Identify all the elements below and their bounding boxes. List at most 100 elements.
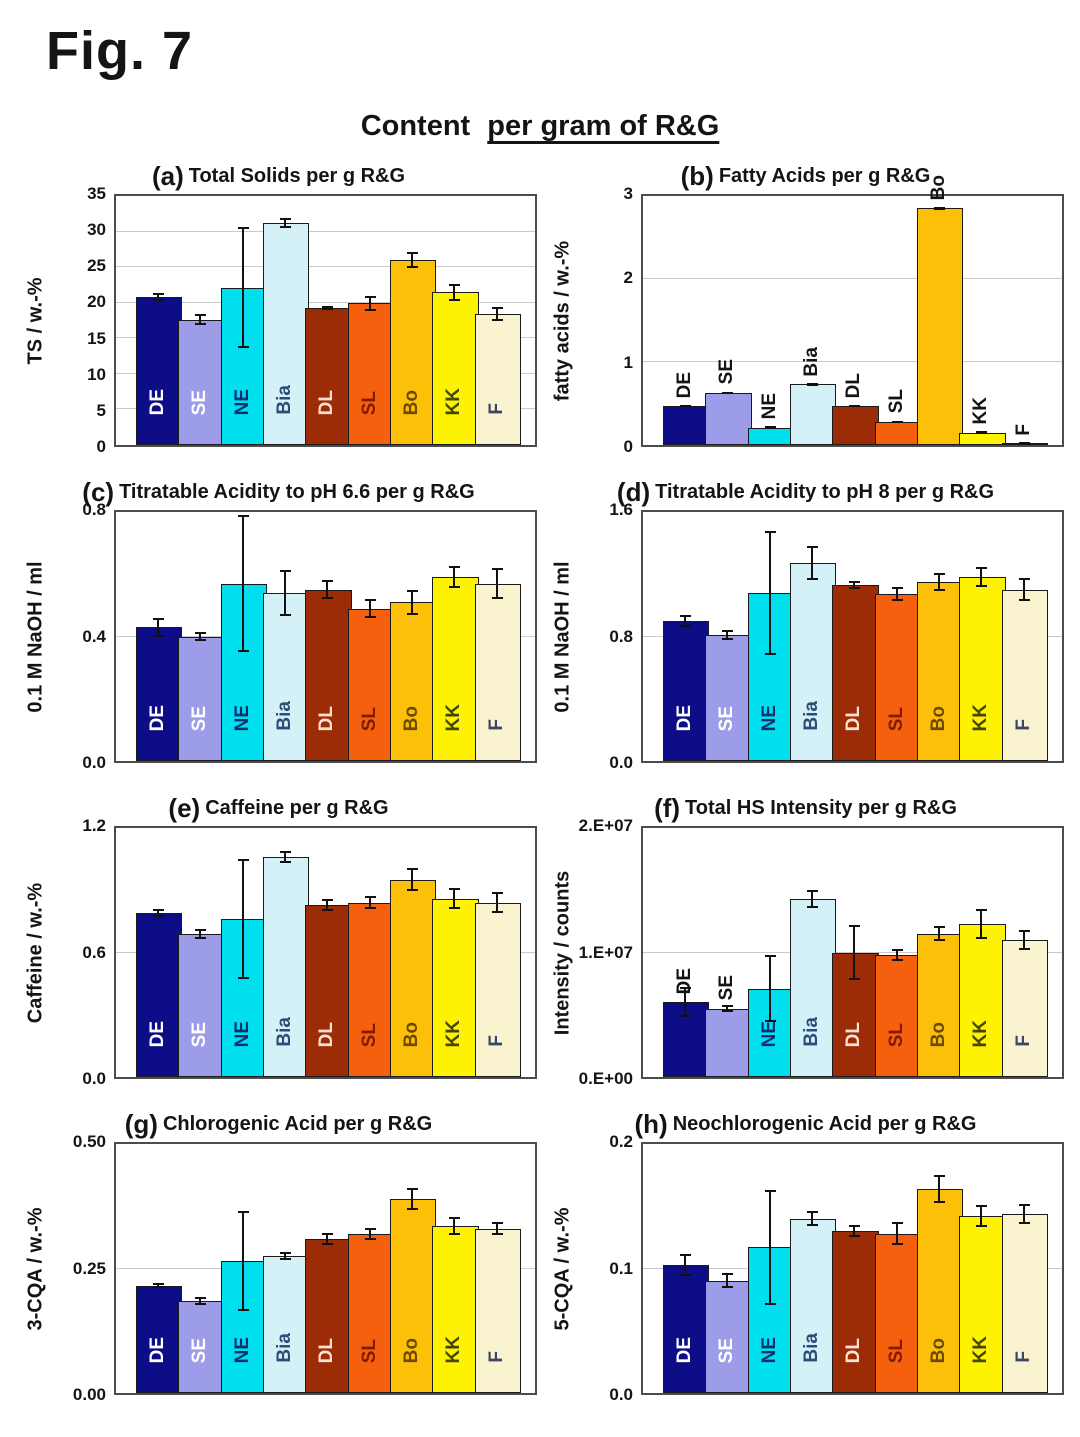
y-axis-label-d: 0.1 M NaOH / ml bbox=[547, 510, 579, 763]
error-cap-bottom-c-Bia bbox=[280, 614, 292, 617]
y-tick-g-0.00: 0.00 bbox=[72, 1385, 106, 1404]
error-cap-bottom-a-DL bbox=[322, 307, 334, 310]
error-cap-top-h-Bo bbox=[934, 1175, 946, 1178]
y-axis-label-e: Caffeine / w.-% bbox=[20, 826, 52, 1079]
error-bar-h-Bo bbox=[938, 1175, 941, 1203]
error-cap-top-a-Bia bbox=[280, 218, 292, 221]
y-axis-ticks-d: 0.0 0.8 1.6 bbox=[579, 500, 641, 772]
error-cap-top-f-Bo bbox=[934, 926, 946, 929]
error-cap-top-g-SL bbox=[364, 1227, 376, 1230]
error-bar-h-F bbox=[1022, 1203, 1025, 1224]
error-bar-f-DE bbox=[684, 987, 687, 1018]
bar-slot-h-DL: DL bbox=[832, 1144, 879, 1393]
bar-slot-e-SE: SE bbox=[178, 828, 225, 1077]
bar-slot-h-SE: SE bbox=[705, 1144, 752, 1393]
bar-slot-a-Bia: Bia bbox=[262, 196, 310, 445]
chart-title-c: (c) Titratable Acidity to pH 6.6 per g R&… bbox=[20, 474, 537, 510]
bar-label-b-F: F bbox=[1012, 423, 1034, 436]
bar-label-c-SL: SL bbox=[358, 706, 380, 731]
bar-slot-e-F: F bbox=[474, 828, 521, 1077]
error-cap-top-g-SE bbox=[195, 1296, 207, 1299]
error-cap-top-c-Bia bbox=[280, 569, 292, 572]
error-cap-bottom-f-NE bbox=[764, 1020, 776, 1023]
bar-label-h-DL: DL bbox=[843, 1337, 865, 1363]
bar-c-NE bbox=[220, 583, 267, 761]
bar-c-KK bbox=[432, 577, 479, 761]
error-cap-top-e-Bia bbox=[280, 850, 292, 853]
error-bar-e-Bo bbox=[411, 868, 414, 892]
bar-label-g-F: F bbox=[485, 1351, 507, 1363]
bar-slot-a-NE: NE bbox=[220, 196, 267, 445]
error-cap-bottom-f-Bia bbox=[807, 905, 819, 908]
plot-area-f: DE SE NE Bia DL SL Bo KK F bbox=[641, 826, 1064, 1079]
error-cap-bottom-e-F bbox=[491, 911, 503, 914]
error-cap-bottom-b-DE bbox=[680, 404, 692, 407]
error-cap-top-f-Bia bbox=[807, 890, 819, 893]
error-bar-g-Bo bbox=[411, 1187, 414, 1210]
y-tick-a-0: 0 bbox=[96, 437, 106, 456]
chart-panel-c: (c) Titratable Acidity to pH 6.6 per g R&… bbox=[20, 474, 537, 788]
error-cap-bottom-d-DE bbox=[680, 625, 692, 628]
bar-label-f-SL: SL bbox=[885, 1022, 907, 1047]
bar-slot-g-Bo: Bo bbox=[389, 1144, 437, 1393]
bar-a-F bbox=[474, 314, 521, 445]
bar-label-h-KK: KK bbox=[970, 1335, 992, 1363]
error-cap-bottom-d-SE bbox=[722, 638, 734, 641]
bar-label-g-SL: SL bbox=[358, 1338, 380, 1363]
bar-g-DL bbox=[305, 1238, 352, 1393]
bar-g-KK bbox=[432, 1226, 479, 1393]
bar-c-SE bbox=[178, 636, 225, 761]
panel-title-text-d: Titratable Acidity to pH 8 per g R&G bbox=[655, 480, 995, 503]
bar-e-SE bbox=[178, 933, 225, 1077]
bar-label-d-DL: DL bbox=[843, 705, 865, 731]
bar-g-F bbox=[474, 1228, 521, 1393]
main-title-underlined: per gram of R&G bbox=[487, 110, 720, 142]
bar-slot-b-KK: KK bbox=[959, 196, 1006, 445]
error-bar-c-NE bbox=[241, 515, 244, 653]
y-axis-label-h: 5-CQA / w.-% bbox=[547, 1142, 579, 1395]
error-cap-bottom-h-Bo bbox=[934, 1200, 946, 1203]
error-cap-top-c-F bbox=[491, 568, 503, 571]
y-tick-a-15: 15 bbox=[87, 328, 106, 348]
y-axis-label-text-f: Intensity / counts bbox=[551, 870, 574, 1035]
error-bar-g-DL bbox=[326, 1232, 329, 1245]
bar-slot-h-Bo: Bo bbox=[916, 1144, 964, 1393]
y-tick-a-20: 20 bbox=[87, 292, 106, 312]
bar-g-Bia bbox=[262, 1256, 310, 1393]
bar-h-F bbox=[1001, 1213, 1048, 1393]
error-bar-e-SL bbox=[368, 896, 371, 909]
chart-body-c: 0.1 M NaOH / ml 0.0 0.4 0.8 DE SE NE Bia DL SL Bo K… bbox=[20, 500, 537, 772]
error-cap-bottom-a-KK bbox=[449, 298, 461, 301]
error-bar-d-Bo bbox=[938, 572, 941, 592]
bar-slot-h-F: F bbox=[1001, 1144, 1048, 1393]
error-cap-bottom-a-SE bbox=[195, 323, 207, 326]
bar-label-c-Bo: Bo bbox=[401, 705, 423, 731]
error-bar-f-F bbox=[1022, 930, 1025, 951]
bar-f-F bbox=[1001, 940, 1048, 1077]
error-cap-top-f-F bbox=[1018, 930, 1030, 933]
error-cap-bottom-c-Bo bbox=[407, 612, 419, 615]
bar-h-NE bbox=[747, 1247, 794, 1393]
error-cap-bottom-g-Bo bbox=[407, 1207, 419, 1210]
bar-slot-a-DL: DL bbox=[305, 196, 352, 445]
bar-slot-f-DE: DE bbox=[663, 828, 710, 1077]
y-tick-b-1: 1 bbox=[623, 352, 633, 372]
y-axis-label-text-d: 0.1 M NaOH / ml bbox=[551, 560, 574, 713]
error-bar-a-KK bbox=[453, 283, 456, 301]
bar-slot-f-F: F bbox=[1001, 828, 1048, 1077]
panel-title-text-c: Titratable Acidity to pH 6.6 per g R&G bbox=[119, 480, 475, 503]
bar-label-b-DE: DE bbox=[674, 371, 696, 398]
bar-h-Bia bbox=[789, 1218, 837, 1393]
error-bar-f-NE bbox=[768, 955, 771, 1023]
y-tick-f-2.E+07: 2.E+07 bbox=[578, 816, 633, 835]
bars-f: DE SE NE Bia DL SL Bo KK F bbox=[643, 828, 1062, 1077]
error-bar-f-KK bbox=[980, 908, 983, 939]
error-cap-top-g-Bia bbox=[280, 1252, 292, 1255]
error-cap-top-d-KK bbox=[976, 567, 988, 570]
error-cap-bottom-e-Bia bbox=[280, 861, 292, 864]
plot-area-a: DE SE NE Bia DL SL Bo KK F bbox=[114, 194, 537, 447]
bar-slot-b-SE: SE bbox=[705, 196, 752, 445]
y-axis-ticks-h: 0.0 0.1 0.2 bbox=[579, 1132, 641, 1404]
error-bar-d-Bia bbox=[811, 546, 814, 581]
y-tick-a-10: 10 bbox=[87, 364, 106, 384]
